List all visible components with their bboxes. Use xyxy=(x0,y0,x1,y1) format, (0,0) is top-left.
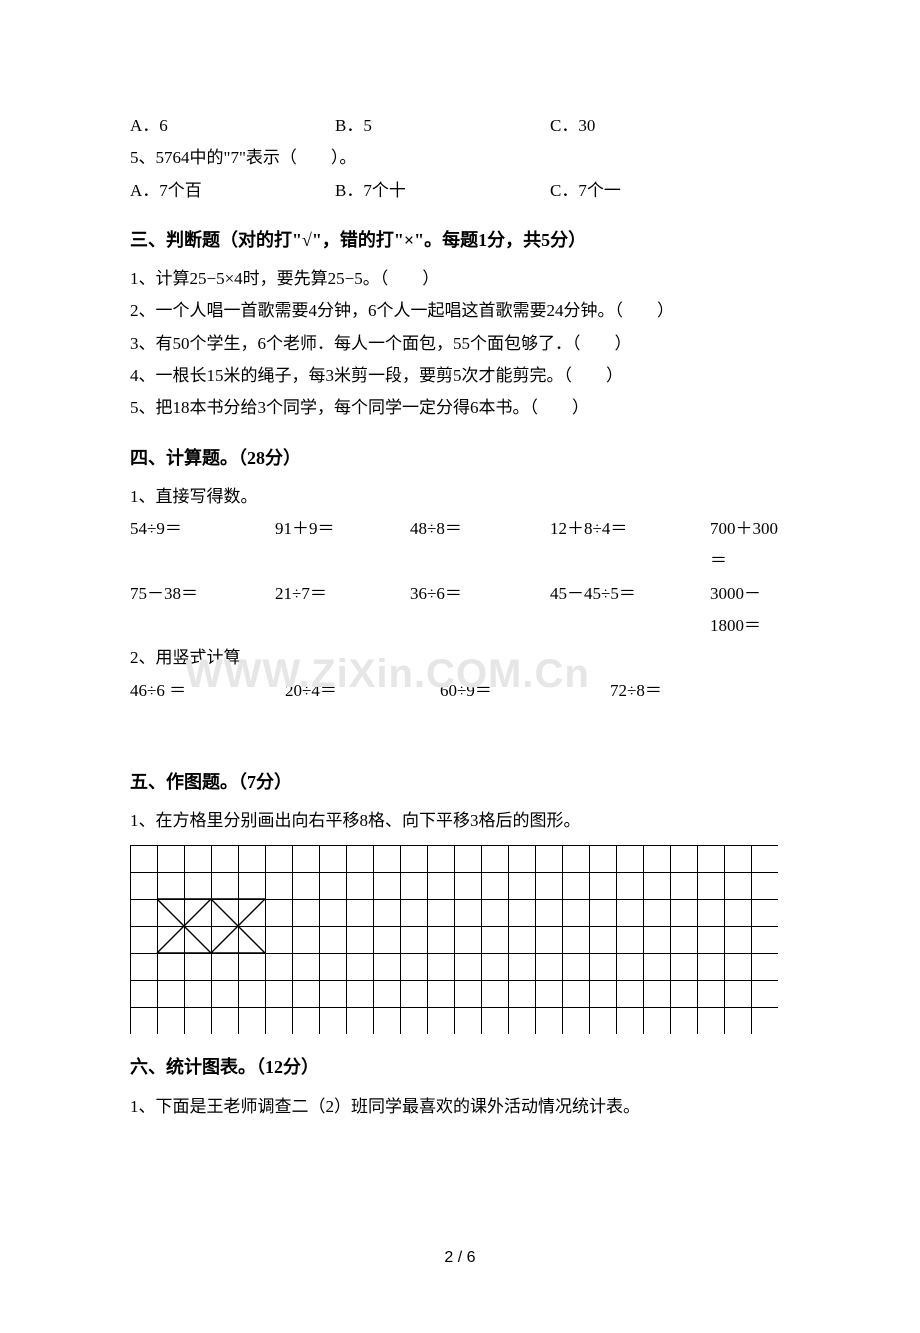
calc-cell: 54÷9＝ xyxy=(130,513,275,578)
section-4-heading: 四、计算题。（28分） xyxy=(130,441,790,475)
s3-q3: 3、有50个学生，6个老师．每人一个面包，55个面包够了．（ ） xyxy=(130,328,790,360)
s3-q2: 2、一个人唱一首歌需要4分钟，6个人一起唱这首歌需要24分钟。（ ） xyxy=(130,295,790,327)
calc-row-2: 75－38＝ 21÷7＝ 36÷6＝ 45－45÷5＝ 3000－1800＝ xyxy=(130,578,790,643)
s3-q1: 1、计算25−5×4时，要先算25−5。（ ） xyxy=(130,263,790,295)
calc-cell: 21÷7＝ xyxy=(275,578,410,643)
s4-p2-label: 2、用竖式计算． xyxy=(130,642,790,674)
calc-cell: 60÷9＝ xyxy=(440,675,610,707)
q4-opt-c: C．30 xyxy=(550,110,790,142)
q5-options: A．7个百 B．7个十 C．7个一 xyxy=(130,175,790,207)
section-6-heading: 六、统计图表。（12分） xyxy=(130,1050,790,1084)
q4-options: A．6 B．5 C．30 xyxy=(130,110,790,142)
calc-row-3: 46÷6 ＝ 20÷4＝ 60÷9＝ 72÷8＝ xyxy=(130,675,790,707)
calc-cell: 72÷8＝ xyxy=(610,675,790,707)
calc-cell: 20÷4＝ xyxy=(285,675,440,707)
s3-q5: 5、把18本书分给3个同学，每个同学一定分得6本书。（ ） xyxy=(130,392,790,424)
q5-opt-a: A．7个百 xyxy=(130,175,335,207)
s6-q1: 1、下面是王老师调查二（2）班同学最喜欢的课外活动情况统计表。 xyxy=(130,1091,790,1123)
calc-cell: 48÷8＝ xyxy=(410,513,550,578)
calc-cell: 75－38＝ xyxy=(130,578,275,643)
calc-cell: 12＋8÷4＝ xyxy=(550,513,710,578)
q5-stem: 5、5764中的"7"表示（ ）。 xyxy=(130,142,790,174)
q4-opt-a: A．6 xyxy=(130,110,335,142)
page-footer: 2 / 6 xyxy=(130,1243,790,1273)
q5-opt-c: C．7个一 xyxy=(550,175,790,207)
calc-cell: 3000－1800＝ xyxy=(710,578,790,643)
section-3-heading: 三、判断题（对的打"√"，错的打"×"。每题1分，共5分） xyxy=(130,223,790,257)
calc-cell: 700＋300＝ xyxy=(710,513,790,578)
calc-cell: 36÷6＝ xyxy=(410,578,550,643)
calc-cell: 45－45÷5＝ xyxy=(550,578,710,643)
translation-grid xyxy=(130,845,790,1034)
s4-p1-label: 1、直接写得数。 xyxy=(130,481,790,513)
s5-q1: 1、在方格里分别画出向右平移8格、向下平移3格后的图形。 xyxy=(130,805,790,837)
grid-svg xyxy=(130,845,778,1034)
section-5-heading: 五、作图题。（7分） xyxy=(130,765,790,799)
calc-row-1: 54÷9＝ 91＋9＝ 48÷8＝ 12＋8÷4＝ 700＋300＝ xyxy=(130,513,790,578)
q5-opt-b: B．7个十 xyxy=(335,175,550,207)
q4-opt-b: B．5 xyxy=(335,110,550,142)
calc-cell: 46÷6 ＝ xyxy=(130,675,285,707)
calc-cell: 91＋9＝ xyxy=(275,513,410,578)
s3-q4: 4、一根长15米的绳子，每3米剪一段，要剪5次才能剪完。（ ） xyxy=(130,360,790,392)
